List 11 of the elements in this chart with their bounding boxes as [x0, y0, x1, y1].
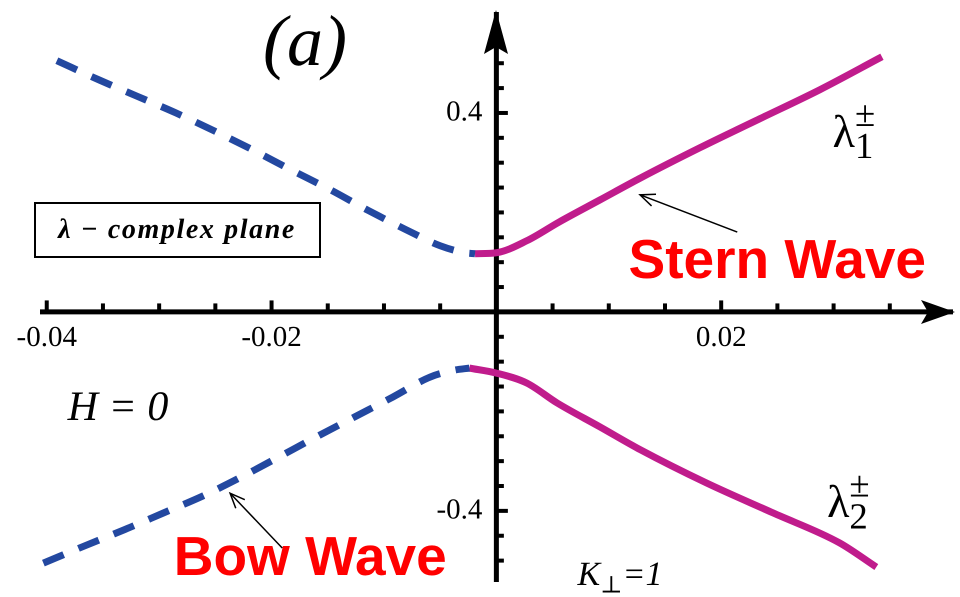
- annotation: Stern Wave: [628, 228, 926, 290]
- y-tick-label: -0.4: [436, 493, 483, 526]
- y-tick-label: 0.4: [446, 96, 483, 128]
- x-tick-label: 0.02: [696, 321, 747, 354]
- annotation: Bow Wave: [174, 525, 447, 588]
- annotation: λ − complex plane: [57, 214, 296, 246]
- annotation: H = 0: [66, 384, 168, 430]
- annotation: K⊥=1: [576, 556, 663, 597]
- chart-title: (a): [263, 0, 347, 81]
- x-tick-label: -0.02: [241, 321, 302, 354]
- x-tick-label: -0.04: [16, 321, 78, 354]
